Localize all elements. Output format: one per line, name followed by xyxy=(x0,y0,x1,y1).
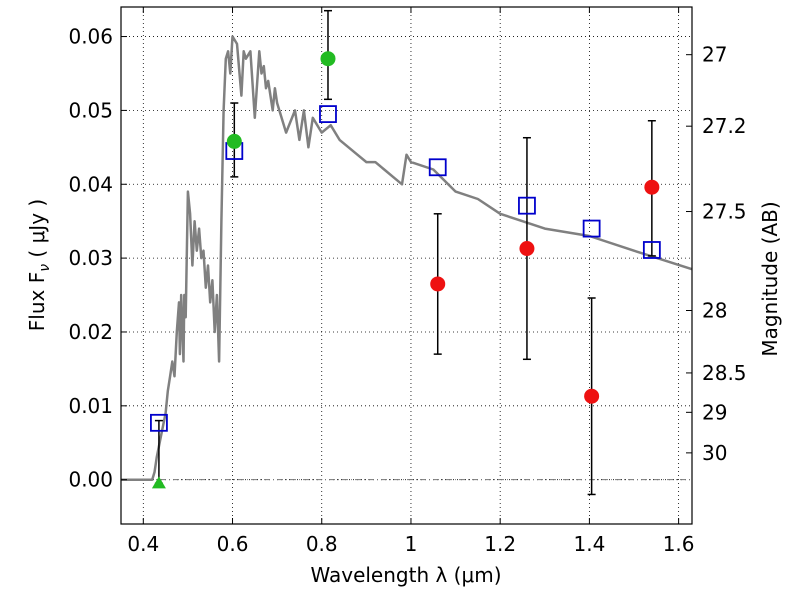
x-tick-label: 0.6 xyxy=(217,532,249,556)
plot-area xyxy=(121,9,693,496)
y-tick-label: 0.03 xyxy=(68,246,113,270)
low-significance-point xyxy=(430,276,446,292)
mag-tick-label: 28 xyxy=(702,298,727,322)
detection-point xyxy=(226,133,242,149)
mag-tick-label: 30 xyxy=(702,441,727,465)
model-flux-square xyxy=(582,219,601,238)
y2-axis-label: Magnitude (AB) xyxy=(758,201,782,356)
model-spectrum-line xyxy=(121,35,693,481)
mag-tick-label: 29 xyxy=(702,400,727,424)
y-tick-label: 0.04 xyxy=(68,172,113,196)
y-tick-label: 0.00 xyxy=(68,468,113,492)
mag-tick-label: 28.5 xyxy=(702,361,747,385)
grid xyxy=(121,7,692,524)
x-tick-label: 1.2 xyxy=(484,532,516,556)
mag-tick-label: 27 xyxy=(702,43,727,67)
x-tick-label: 1.4 xyxy=(573,532,605,556)
low-significance-point xyxy=(584,388,600,404)
model-flux-square xyxy=(428,158,447,177)
y-axis-label-sub: ν xyxy=(37,264,53,272)
non-detection-triangle xyxy=(151,476,166,489)
model-flux-square xyxy=(642,241,661,259)
detection-point xyxy=(320,51,336,67)
x-tick-label: 0.8 xyxy=(306,532,338,556)
mag-tick-label: 27.2 xyxy=(702,114,747,138)
x-tick-label: 1 xyxy=(405,532,418,556)
y-tick-label: 0.05 xyxy=(68,98,113,122)
x-axis-label: Wavelength λ (μm) xyxy=(310,563,501,587)
x-tick-label: 0.4 xyxy=(127,532,159,556)
plot-frame xyxy=(120,6,693,525)
axes: 0.4 0.6 0.8 1 1.2 1.4 1.6 0.00 0.01 0.02 0.03 0.04 0… xyxy=(68,7,747,556)
model-flux-square xyxy=(518,196,536,215)
y-tick-label: 0.02 xyxy=(68,320,113,344)
mag-tick-label: 27.5 xyxy=(702,200,747,224)
y-tick-label: 0.06 xyxy=(68,25,113,49)
y-tick-label: 0.01 xyxy=(68,394,113,418)
y-axis-label: Flux Fν ( μJy ) xyxy=(25,199,53,331)
model-flux-square xyxy=(319,105,337,123)
x-tick-label: 1.6 xyxy=(663,532,695,556)
y-axis-label-main: Flux F xyxy=(25,272,49,331)
model-flux-square xyxy=(150,413,168,432)
y-axis-label-unit: ( μJy ) xyxy=(25,199,49,264)
low-significance-point xyxy=(519,241,535,257)
low-significance-point xyxy=(644,179,660,195)
